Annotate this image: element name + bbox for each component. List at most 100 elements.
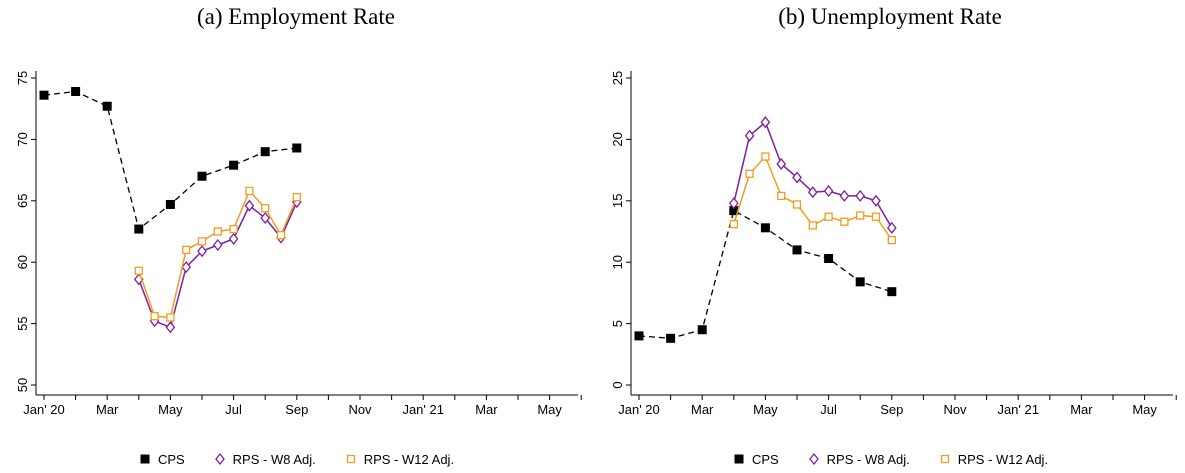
legend-label: CPS xyxy=(751,451,779,467)
data-point xyxy=(745,169,754,178)
x-tick-label: Jan' 21 xyxy=(402,402,444,417)
x-tick-label: May xyxy=(158,402,183,417)
data-point xyxy=(166,313,175,322)
data-point xyxy=(229,224,238,234)
data-point xyxy=(729,219,738,229)
data-point xyxy=(134,224,144,234)
legend-marker xyxy=(140,454,150,464)
legend-entry: RPS - W12 Adj. xyxy=(344,452,454,467)
y-tick-label: 65 xyxy=(15,194,30,208)
data-point xyxy=(839,189,850,202)
y-tick-label: 75 xyxy=(15,71,30,85)
data-point xyxy=(697,325,707,335)
series-line xyxy=(733,120,893,229)
data-point xyxy=(197,245,207,258)
x-tick-label: Nov xyxy=(943,402,967,417)
x-tick-label: May xyxy=(1132,402,1157,417)
employment-rate-chart: 50 55 60 65 70 75 Jan' 20 Mar May Jul Sep Nov Jan' 2… xyxy=(15,71,582,417)
data-point xyxy=(886,221,897,234)
data-point xyxy=(887,287,897,297)
data-point xyxy=(39,90,49,100)
data-point xyxy=(887,235,896,245)
data-point xyxy=(229,160,239,170)
legend-marker xyxy=(214,452,225,466)
data-point xyxy=(792,171,802,184)
y-tick-label: 10 xyxy=(610,255,625,269)
legend-entry: CPS xyxy=(732,452,779,467)
data-point xyxy=(181,261,192,274)
legend-marker xyxy=(940,454,949,464)
data-point xyxy=(228,232,239,245)
series-cps xyxy=(634,206,897,343)
series-cps xyxy=(39,87,302,234)
series-rps-w8-adj- xyxy=(133,195,302,334)
data-point xyxy=(197,171,207,181)
data-point xyxy=(260,147,270,157)
x-tick-label: Jan' 21 xyxy=(997,402,1039,417)
legend-label: RPS - W8 Adj. xyxy=(826,451,910,467)
data-point xyxy=(244,199,255,212)
legend-marker-shape xyxy=(214,452,225,466)
x-tick-label: Nov xyxy=(348,402,372,417)
data-point xyxy=(776,157,787,171)
legend-marker xyxy=(734,454,744,464)
legend-entry: RPS - W12 Adj. xyxy=(938,452,1048,467)
chart-legend: CPS RPS - W8 Adj. RPS - W12 Adj. xyxy=(0,448,592,470)
y-tick-label: 25 xyxy=(610,71,625,85)
legend-label: RPS - W12 Adj. xyxy=(957,451,1049,467)
data-point xyxy=(102,101,112,111)
legend-entry: CPS xyxy=(138,452,185,467)
y-tick-label: 20 xyxy=(610,132,625,146)
x-tick-label: May xyxy=(753,402,778,417)
data-point xyxy=(213,227,222,236)
x-tick-label: May xyxy=(537,402,562,417)
legend-marker-shape xyxy=(140,454,150,464)
data-point xyxy=(855,277,865,287)
legend-label: CPS xyxy=(157,451,185,467)
data-point xyxy=(808,221,817,230)
y-tick-label: 15 xyxy=(610,194,625,208)
axes: 50 55 60 65 70 75 Jan' 20 Mar May Jul Sep Nov Jan' 2… xyxy=(15,71,582,417)
y-tick-label: 55 xyxy=(15,316,30,330)
y-tick-label: 70 xyxy=(15,132,30,146)
data-point xyxy=(824,254,834,264)
x-tick-label: Mar xyxy=(475,402,498,417)
data-point xyxy=(260,211,271,225)
data-point xyxy=(634,331,644,341)
axes: 0 5 10 15 20 25 Jan' 20 Mar May Jul Sep Nov Jan' 21 M… xyxy=(610,71,1177,417)
data-point xyxy=(165,199,175,209)
y-tick-label: 0 xyxy=(610,381,625,388)
series-rps-w12-adj- xyxy=(134,186,301,322)
x-tick-label: Jul xyxy=(820,402,837,417)
data-point xyxy=(666,333,676,343)
x-tick-label: Sep xyxy=(285,402,308,417)
legend-entry: RPS - W8 Adj. xyxy=(807,452,910,467)
data-point xyxy=(292,143,302,153)
data-point xyxy=(792,200,802,209)
data-point xyxy=(728,197,739,210)
x-tick-label: Jan' 20 xyxy=(23,402,65,417)
data-point xyxy=(856,211,865,220)
x-tick-label: Sep xyxy=(880,402,903,417)
data-point xyxy=(182,245,191,255)
data-point xyxy=(744,129,755,142)
unemployment-rate-chart: 0 5 10 15 20 25 Jan' 20 Mar May Jul Sep Nov Jan' 21 M… xyxy=(610,71,1177,417)
x-tick-label: Mar xyxy=(691,402,714,417)
data-point xyxy=(150,312,159,321)
data-point xyxy=(761,152,770,161)
data-point xyxy=(276,231,286,240)
chart-title: (b) Unemployment Rate xyxy=(778,4,1002,29)
legend-marker xyxy=(346,454,355,464)
data-point xyxy=(871,194,881,207)
data-point xyxy=(760,116,771,129)
x-tick-label: Jul xyxy=(225,402,242,417)
legend-label: RPS - W12 Adj. xyxy=(363,451,455,467)
legend-marker-shape xyxy=(346,454,355,464)
legend-marker-shape xyxy=(808,452,819,466)
y-tick-label: 60 xyxy=(15,255,30,269)
data-point xyxy=(134,266,143,275)
data-point xyxy=(165,321,176,334)
x-tick-label: Jan' 20 xyxy=(618,402,660,417)
data-point xyxy=(855,189,866,202)
series-rps-w8-adj- xyxy=(728,116,897,234)
